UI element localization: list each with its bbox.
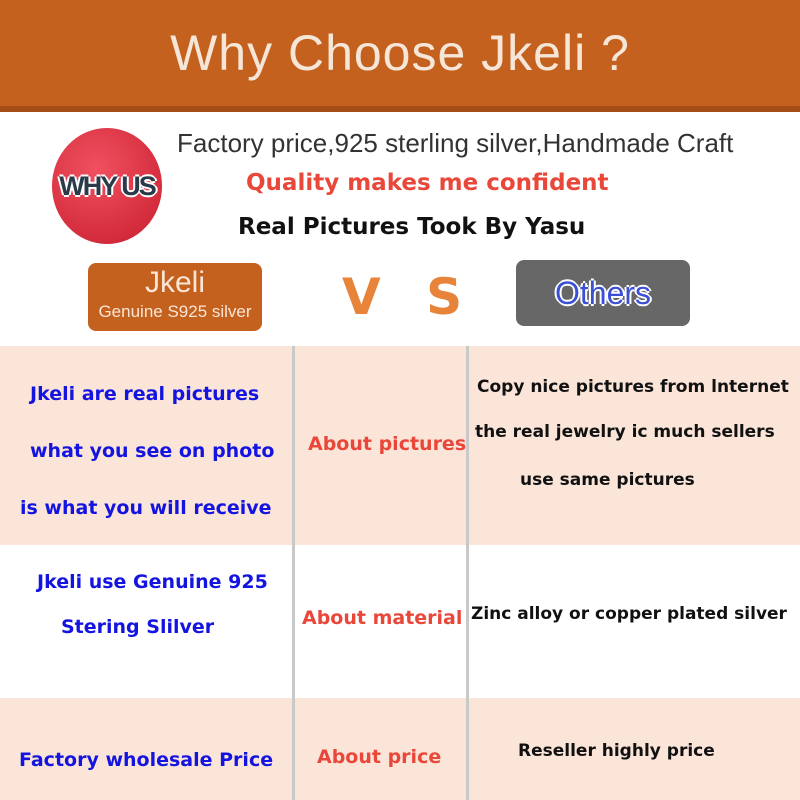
vs-text: V S (342, 268, 477, 326)
title-banner: Why Choose Jkeli ? (0, 0, 800, 112)
others-cell-text: the real jewelry ic much sellers (475, 422, 775, 442)
jkeli-cell-text: Jkeli use Genuine 925 (37, 571, 268, 593)
why-us-label: WHY US (59, 170, 157, 201)
jkeli-cell-text: what you see on photo (30, 440, 275, 462)
others-cell-text: use same pictures (520, 470, 695, 490)
jkeli-label-box: Jkeli Genuine S925 silver (88, 263, 262, 331)
topic-cell-text: About material (302, 607, 463, 629)
tagline-factory: Factory price,925 sterling silver,Handma… (177, 128, 734, 158)
table-row (0, 346, 800, 545)
column-divider (292, 346, 295, 800)
jkeli-cell-text: Jkeli are real pictures (30, 383, 260, 405)
jkeli-cell-text: Factory wholesale Price (19, 749, 274, 771)
others-cell-text: Reseller highly price (518, 741, 715, 761)
why-us-badge: WHY US (52, 128, 162, 244)
table-row (0, 545, 800, 698)
brand-subtitle: Genuine S925 silver (98, 302, 252, 321)
others-label-box: Others (516, 260, 690, 326)
topic-cell-text: About pictures (308, 433, 467, 455)
jkeli-cell-text: Stering Slilver (61, 616, 215, 638)
banner-title: Why Choose Jkeli ? (170, 25, 630, 81)
topic-cell-text: About price (317, 746, 442, 768)
tagline-real-pictures: Real Pictures Took By Yasu (238, 214, 586, 240)
column-divider (466, 346, 469, 800)
jkeli-cell-text: is what you will receive (20, 497, 272, 519)
table-row (0, 698, 800, 800)
tagline-quality: Quality makes me confident (246, 170, 609, 196)
others-label: Others (554, 274, 652, 311)
others-cell-text: Zinc alloy or copper plated silver (471, 604, 787, 624)
others-cell-text: Copy nice pictures from lnternet (477, 377, 789, 397)
brand-name: Jkeli (144, 266, 205, 299)
